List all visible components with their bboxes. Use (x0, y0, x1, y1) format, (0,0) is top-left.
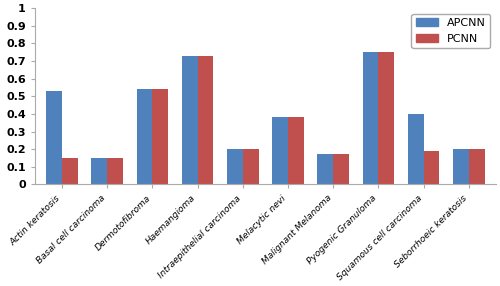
Bar (378, 52, 394, 184)
Bar (62, 158, 78, 184)
Bar (468, 149, 484, 184)
Bar (318, 154, 333, 184)
Bar (424, 151, 440, 184)
Bar (243, 149, 258, 184)
Bar (107, 158, 123, 184)
Bar (362, 52, 378, 184)
Bar (182, 56, 198, 184)
Bar (272, 118, 288, 184)
Bar (46, 91, 62, 184)
Bar (198, 56, 214, 184)
Bar (288, 118, 304, 184)
Bar (408, 114, 424, 184)
Bar (136, 89, 152, 184)
Legend: APCNN, PCNN: APCNN, PCNN (412, 14, 490, 48)
Bar (227, 149, 243, 184)
Bar (92, 158, 107, 184)
Bar (333, 154, 349, 184)
Bar (152, 89, 168, 184)
Bar (453, 149, 468, 184)
